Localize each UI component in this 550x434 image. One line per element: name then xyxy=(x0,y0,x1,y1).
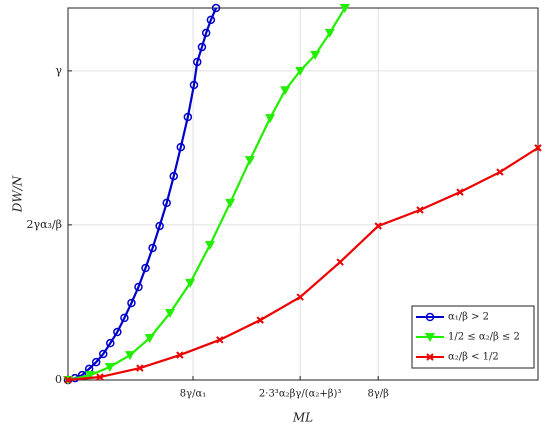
marker xyxy=(155,221,164,231)
marker xyxy=(295,66,306,76)
y-tick-label: 2γα₃/β xyxy=(27,218,62,231)
marker xyxy=(456,188,464,196)
plot-frame xyxy=(67,7,539,381)
marker xyxy=(120,313,129,323)
marker xyxy=(296,293,304,301)
line xyxy=(67,7,218,382)
marker xyxy=(183,112,193,122)
y-tick-label: γ xyxy=(55,64,62,77)
marker xyxy=(204,240,215,250)
marker xyxy=(169,171,178,181)
legend-label: α₁/β > 2 xyxy=(448,312,489,323)
marker xyxy=(426,353,434,361)
marker xyxy=(416,206,424,214)
marker xyxy=(189,80,199,90)
marker xyxy=(96,373,104,381)
marker xyxy=(280,86,291,96)
marker xyxy=(324,28,335,38)
x-tick-label: 8γ/β xyxy=(367,389,389,400)
line xyxy=(67,7,346,382)
y-tick-label: 0 xyxy=(55,373,62,386)
marker xyxy=(91,357,101,367)
marker xyxy=(185,278,196,288)
marker xyxy=(496,168,504,176)
x-tick-label: 8γ/α₁ xyxy=(180,389,206,400)
marker xyxy=(225,198,236,208)
marker xyxy=(144,333,155,343)
x-axis-label: ML xyxy=(292,411,313,425)
marker xyxy=(425,312,435,322)
marker xyxy=(106,338,115,348)
series xyxy=(64,144,542,384)
marker xyxy=(134,282,143,292)
marker xyxy=(244,156,255,166)
marker xyxy=(193,57,202,67)
marker xyxy=(534,144,542,152)
marker xyxy=(211,3,221,13)
series xyxy=(63,3,221,385)
marker xyxy=(64,376,72,384)
legend-label: 1/2 ≤ α₂/β ≤ 2 xyxy=(448,332,520,343)
marker xyxy=(99,349,108,359)
marker xyxy=(425,333,435,342)
marker xyxy=(127,298,136,308)
legend-label: α₂/β < 1/2 xyxy=(448,352,499,363)
marker xyxy=(162,198,171,208)
marker xyxy=(176,142,186,152)
marker xyxy=(148,243,157,253)
marker xyxy=(336,258,344,266)
marker xyxy=(310,50,321,60)
marker xyxy=(339,4,350,13)
marker xyxy=(104,362,115,372)
marker xyxy=(197,42,207,52)
marker xyxy=(206,15,216,25)
marker xyxy=(164,309,175,319)
marker xyxy=(113,327,122,337)
marker xyxy=(141,263,150,273)
marker xyxy=(265,114,276,124)
marker xyxy=(85,371,96,381)
series xyxy=(63,4,350,385)
marker xyxy=(125,351,136,361)
marker xyxy=(374,222,382,230)
marker xyxy=(201,28,211,38)
marker xyxy=(216,336,224,344)
y-axis-label: DW/N xyxy=(11,175,25,213)
x-tick-label: 2·3³α₂βγ/(α₂+β)³ xyxy=(259,389,342,400)
marker xyxy=(136,364,144,372)
marker xyxy=(176,351,184,359)
marker xyxy=(256,316,264,324)
